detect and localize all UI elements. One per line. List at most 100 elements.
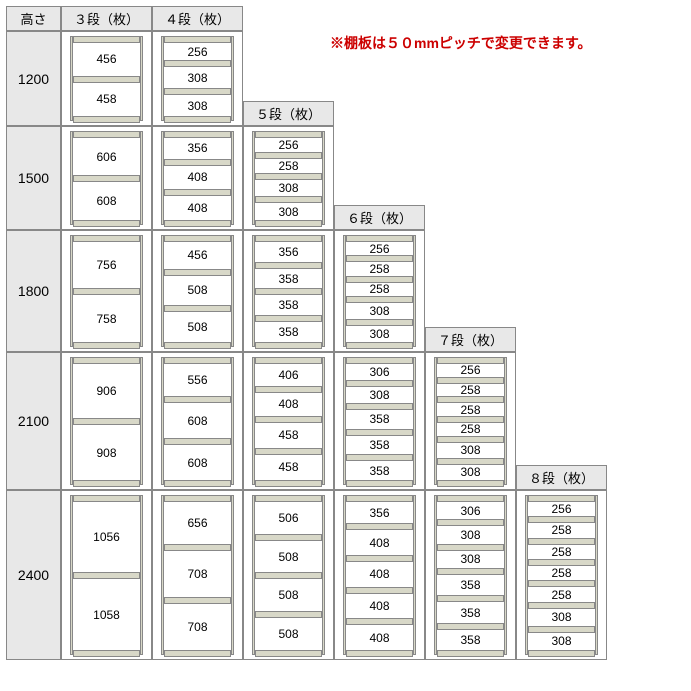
shelf-plank — [346, 357, 413, 364]
cell-2400-3dan: 10561058 — [61, 490, 152, 660]
gap-value: 508 — [252, 628, 325, 640]
shelf-plank — [528, 495, 595, 502]
shelf-plank — [255, 196, 322, 203]
shelf-plank — [528, 626, 595, 633]
gap-value: 358 — [252, 273, 325, 285]
cell-2100-3dan: 906908 — [61, 352, 152, 490]
gap-value: 508 — [161, 284, 234, 296]
cell-2400-6dan: 356408408408408 — [334, 490, 425, 660]
shelf-plank — [73, 235, 140, 242]
gap-value: 258 — [343, 263, 416, 275]
shelf-post — [504, 495, 507, 655]
shelf-diagram: 256258258308308 — [343, 235, 416, 347]
gap-value: 258 — [525, 589, 598, 601]
gap-value: 408 — [161, 202, 234, 214]
shelf-diagram: 606608 — [70, 131, 143, 225]
gap-value: 456 — [70, 53, 143, 65]
shelf-plank — [164, 342, 231, 349]
header-col-3dan: ３段（枚） — [61, 6, 152, 31]
cell-2400-7dan: 306308308358358358 — [425, 490, 516, 660]
shelf-plank — [255, 235, 322, 242]
shelf-plank — [255, 342, 322, 349]
shelf-plank — [73, 480, 140, 487]
cell-2400-8dan: 256258258258258308308 — [516, 490, 607, 660]
shelf-plank — [346, 454, 413, 461]
gap-value: 408 — [343, 600, 416, 612]
shelf-post — [140, 357, 143, 485]
gap-value: 258 — [434, 423, 507, 435]
height-label-2400: 2400 — [6, 490, 61, 660]
gap-value: 308 — [343, 389, 416, 401]
cell-1500-5dan: 256258308308 — [243, 126, 334, 230]
height-label-2100: 2100 — [6, 352, 61, 490]
gap-value: 356 — [343, 507, 416, 519]
gap-value: 258 — [525, 524, 598, 536]
shelf-plank — [528, 602, 595, 609]
shelf-plank — [164, 189, 231, 196]
gap-value: 358 — [343, 465, 416, 477]
shelf-plank — [164, 495, 231, 502]
gap-value: 458 — [252, 429, 325, 441]
shelf-plank — [73, 418, 140, 425]
gap-value: 608 — [161, 415, 234, 427]
shelf-plank — [73, 342, 140, 349]
shelf-plank — [255, 262, 322, 269]
gap-value: 308 — [252, 182, 325, 194]
gap-value: 458 — [70, 93, 143, 105]
shelf-plank — [255, 650, 322, 657]
gap-value: 258 — [525, 567, 598, 579]
height-label-1800: 1800 — [6, 230, 61, 352]
gap-value: 308 — [525, 611, 598, 623]
shelf-plank — [73, 76, 140, 83]
shelf-diagram: 356408408 — [161, 131, 234, 225]
header-col-6dan: ６段（枚） — [334, 205, 425, 230]
shelf-plank — [437, 458, 504, 465]
shelf-diagram: 456 458 — [70, 36, 143, 121]
gap-value: 256 — [161, 46, 234, 58]
shelf-post — [140, 36, 143, 121]
shelf-plank — [346, 587, 413, 594]
gap-value: 258 — [343, 283, 416, 295]
shelf-plank — [346, 618, 413, 625]
gap-value: 508 — [252, 589, 325, 601]
shelf-diagram: 656708708 — [161, 495, 234, 655]
gap-value: 358 — [434, 607, 507, 619]
shelf-plank — [164, 650, 231, 657]
gap-value: 758 — [70, 313, 143, 325]
gap-value: 308 — [525, 635, 598, 647]
shelf-plank — [346, 555, 413, 562]
gap-value: 608 — [161, 457, 234, 469]
gap-value: 308 — [434, 553, 507, 565]
shelf-plank — [164, 36, 231, 43]
cell-1800-5dan: 356358358358 — [243, 230, 334, 352]
shelf-plank — [255, 288, 322, 295]
shelf-plank — [437, 480, 504, 487]
shelf-plank — [346, 523, 413, 530]
shelf-plank — [255, 315, 322, 322]
shelf-diagram: 306308358358358 — [343, 357, 416, 485]
shelf-plank — [164, 597, 231, 604]
gap-value: 308 — [434, 444, 507, 456]
gap-value: 308 — [343, 305, 416, 317]
shelf-plank — [164, 131, 231, 138]
shelf-diagram: 406408458458 — [252, 357, 325, 485]
shelf-plank — [255, 611, 322, 618]
cell-2100-4dan: 556608608 — [152, 352, 243, 490]
gap-value: 256 — [343, 243, 416, 255]
cell-1500-3dan: 606608 — [61, 126, 152, 230]
header-col-5dan: ５段（枚） — [243, 101, 334, 126]
shelf-plank — [528, 559, 595, 566]
gap-value: 258 — [434, 404, 507, 416]
shelf-plank — [346, 342, 413, 349]
gap-value: 408 — [161, 171, 234, 183]
shelf-plank — [73, 288, 140, 295]
gap-value: 458 — [252, 461, 325, 473]
shelf-plank — [255, 152, 322, 159]
pitch-note: ※棚板は５０mmピッチで変更できます。 — [330, 33, 592, 53]
shelf-plank — [437, 568, 504, 575]
gap-value: 908 — [70, 447, 143, 459]
gap-value: 308 — [434, 529, 507, 541]
cell-2100-5dan: 406408458458 — [243, 352, 334, 490]
shelf-diagram: 10561058 — [70, 495, 143, 655]
gap-value: 306 — [343, 366, 416, 378]
